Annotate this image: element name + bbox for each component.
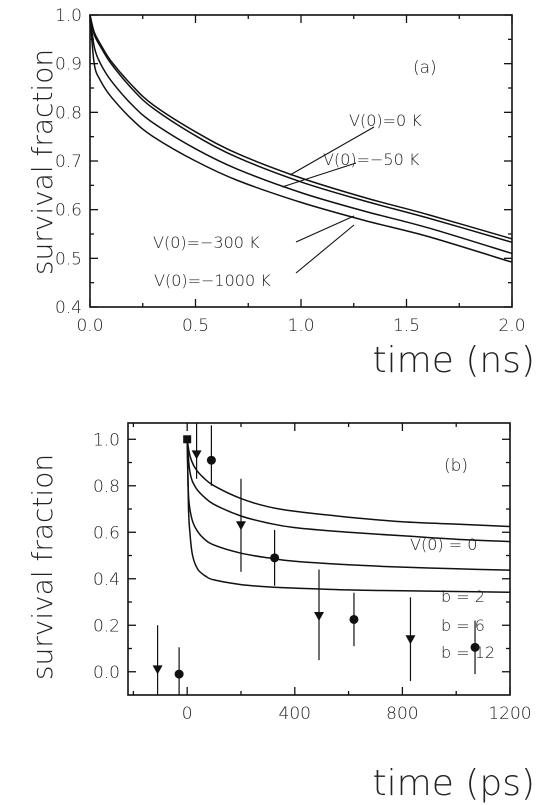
panel-b-series-1 — [186, 439, 511, 543]
panel-b-annotation-3: b = 12 — [441, 643, 495, 662]
panel-a-series-1 — [89, 14, 513, 244]
panel-b-series-3 — [186, 439, 511, 593]
panel-a-annotation-3: V(0)=−1000 K — [154, 271, 271, 290]
panel-b-point-triangle-3 — [191, 450, 202, 460]
panel-a-series-0 — [89, 14, 513, 240]
panel-b-ytick-label: 1.0 — [93, 430, 120, 450]
panel-b-ylabel: survival fraction — [26, 454, 59, 680]
panel-b-ytick-label: 0.6 — [93, 523, 120, 543]
panel-a-xlabel: time (ns) — [373, 340, 535, 381]
panel-a-ytick-label: 0.6 — [55, 201, 82, 221]
panel-a-ytick-label: 0.5 — [55, 249, 82, 269]
panel-a-ytick-label: 0.9 — [55, 55, 82, 75]
panel-a-xtick-label: 2.0 — [498, 316, 525, 336]
panel-b-annotation-2: b = 6 — [441, 616, 485, 635]
panel-b-point-square-2 — [183, 435, 192, 444]
panel-b-point-circle-8 — [349, 614, 359, 624]
panel-b-point-circle-4 — [206, 455, 216, 465]
panel-b-ytick-label: 0.4 — [93, 570, 120, 590]
panel-a-xtick-label: 0.0 — [76, 316, 103, 336]
panel-a-ylabel: survival fraction — [26, 49, 59, 275]
panel-a-annotation-1: V(0)=−50 K — [323, 150, 420, 169]
panel-a-ytick-label: 0.7 — [55, 152, 82, 172]
panel-a-label: (a) — [413, 58, 437, 78]
panel-b-point-triangle-9 — [405, 635, 416, 645]
panel-b-point-triangle-5 — [235, 521, 246, 531]
panel-a-ytick-label: 0.4 — [55, 298, 82, 318]
panel-b-ytick-label: 0.8 — [93, 477, 120, 497]
panel-b-xtick-label: 800 — [386, 704, 418, 724]
panel-a-leader-0 — [289, 126, 375, 176]
panel-b-series-0 — [186, 439, 511, 528]
panel-a-leader-1 — [281, 162, 357, 188]
panel-a-ytick-label: 1.0 — [55, 6, 82, 26]
panel-b-frame — [127, 422, 511, 696]
panel-a-xtick-label: 1.0 — [287, 316, 314, 336]
panel-b-ytick-label: 0.2 — [93, 616, 120, 636]
panel-a-leader-2 — [295, 215, 355, 243]
panel-a-leader-3 — [295, 224, 355, 274]
panel-b-label: (b) — [444, 456, 468, 476]
panel-a-ytick-label: 0.8 — [55, 103, 82, 123]
panel-b-point-circle-1 — [174, 669, 184, 679]
panel-b-xtick-label: 400 — [279, 704, 311, 724]
panel-a: survival fraction 0.40.50.60.70.80.91.0 … — [26, 6, 535, 381]
panel-b-annotation-1: b = 2 — [441, 587, 485, 606]
panel-a-xtick-label: 0.5 — [182, 316, 209, 336]
panel-b: survival fraction 0.0 0.2 0.4 0.6 0.8 1.0 0 40… — [26, 422, 535, 804]
panel-b-xtick-label: 1200 — [488, 704, 531, 724]
panel-a-frame — [89, 14, 513, 308]
panel-a-series-2 — [89, 14, 513, 255]
panel-a-annotation-2: V(0)=−300 K — [153, 233, 260, 252]
panel-a-annotation-0: V(0)=0 K — [349, 111, 422, 130]
panel-b-xlabel: time (ps) — [373, 763, 535, 804]
panel-b-point-circle-6 — [270, 553, 280, 563]
panel-b-xtick-label: 0 — [182, 704, 193, 724]
panel-b-point-triangle-0 — [152, 665, 163, 675]
panel-b-annotation-0: V(0) = 0 — [410, 535, 477, 554]
panel-b-point-triangle-7 — [314, 611, 324, 621]
panel-a-series-3 — [89, 14, 513, 263]
panel-b-ytick-label: 0.0 — [93, 663, 120, 683]
panel-b-point-circle-10 — [470, 642, 480, 652]
panel-a-xtick-label: 1.5 — [393, 316, 420, 336]
